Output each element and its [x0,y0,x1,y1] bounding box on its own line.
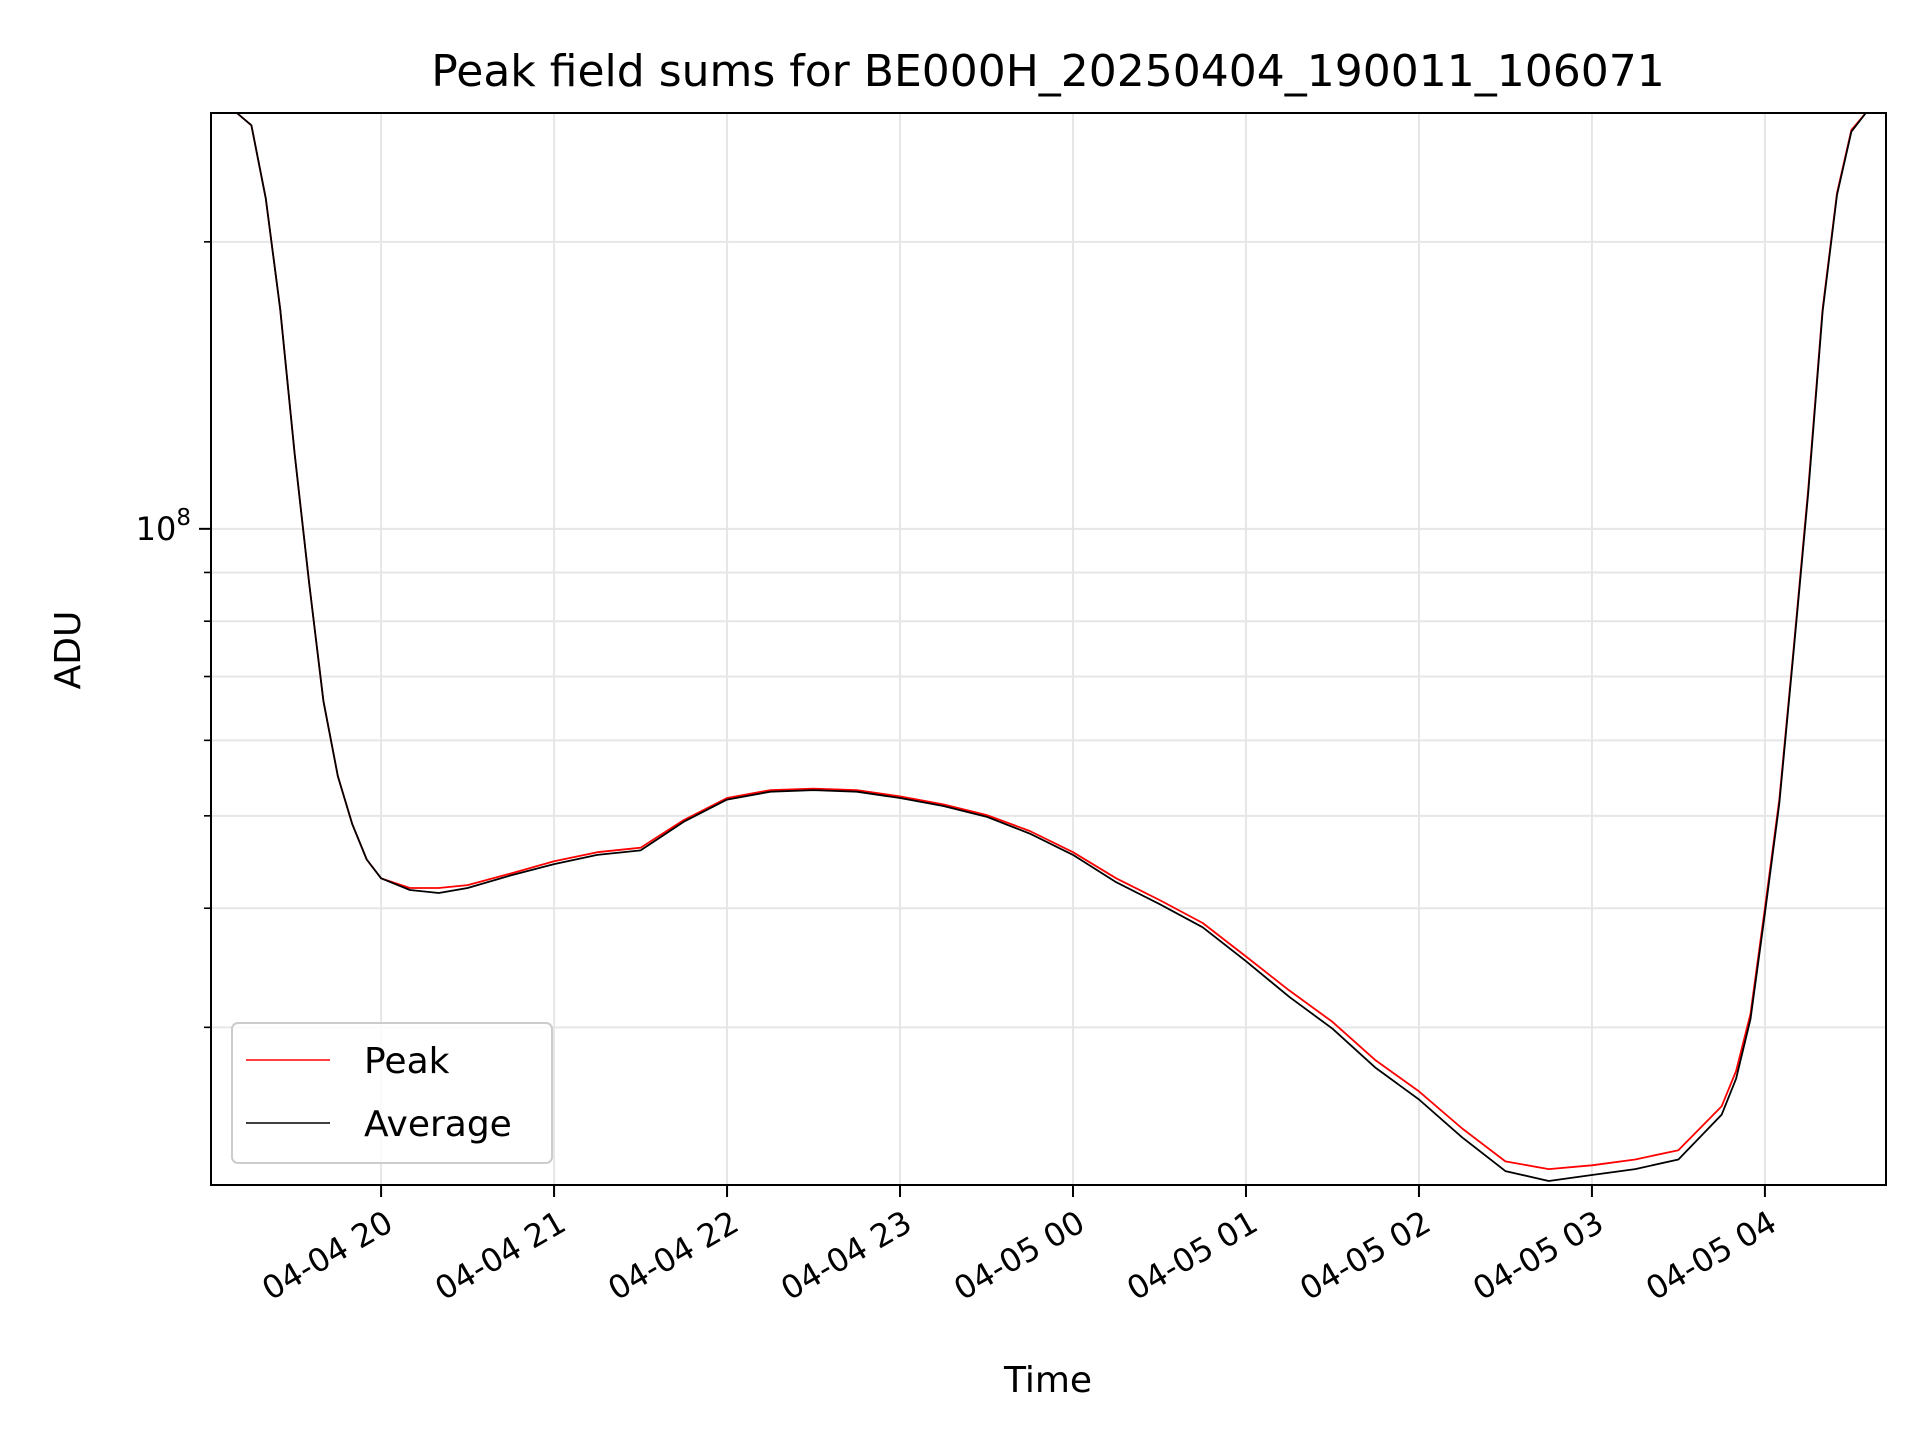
plot-area [211,113,1886,1185]
chart-title: Peak field sums for BE000H_20250404_1900… [431,46,1664,97]
y-tick-label: 108 [136,505,191,548]
series-group [211,112,1886,1182]
plot-frame [210,112,1887,1186]
y-tick-label-base: 10 [136,510,177,548]
legend-label-average: Average [364,1104,512,1145]
grid [211,113,1886,1185]
legend: Peak Average [231,1022,553,1164]
x-axis-label: Time [1003,1360,1092,1401]
series-line-average [211,112,1886,1182]
legend-label-peak: Peak [364,1041,450,1082]
y-tick-label-exponent: 8 [176,505,191,531]
legend-box [231,1022,553,1164]
y-axis-label: ADU [48,611,89,690]
